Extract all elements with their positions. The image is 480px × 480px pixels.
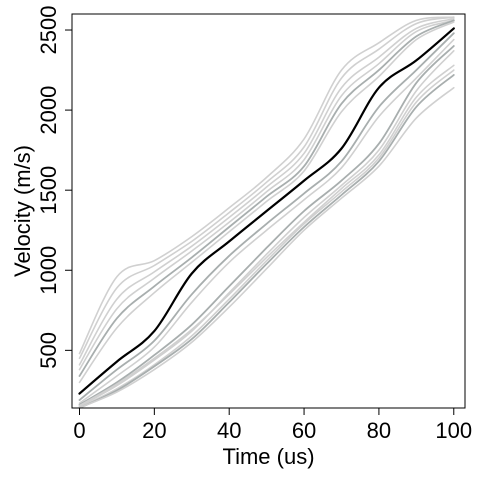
series-line-4	[78, 18, 455, 366]
series-line-6	[78, 19, 455, 377]
x-tick-label: 100	[435, 418, 472, 443]
series-line-highlight	[78, 27, 455, 395]
x-tick-label: 60	[292, 418, 316, 443]
series-line-11	[78, 50, 455, 408]
y-tick-label: 1500	[36, 166, 61, 215]
y-tick-label: 500	[36, 332, 61, 369]
x-axis-title: Time (us)	[222, 444, 314, 469]
series-line-5	[78, 19, 455, 371]
series-line-14	[78, 74, 455, 409]
y-tick-label: 2000	[36, 86, 61, 135]
y-tick-label: 2500	[36, 6, 61, 55]
x-tick-label: 0	[73, 418, 85, 443]
x-axis: 0 20 40 60 80 100	[73, 408, 472, 443]
series-line-3	[78, 16, 455, 360]
x-tick-label: 40	[217, 418, 241, 443]
y-axis: 500 1000 1500 2000 2500	[36, 6, 72, 369]
series-line-10	[78, 45, 455, 406]
x-tick-label: 80	[367, 418, 391, 443]
series-group	[78, 16, 455, 409]
series-line-15	[78, 86, 455, 409]
series-line-7	[78, 21, 455, 384]
series-line-13	[78, 69, 455, 408]
x-tick-label: 20	[142, 418, 166, 443]
series-line-9	[78, 38, 455, 404]
series-line-12	[78, 64, 455, 407]
series-line-2	[78, 16, 455, 355]
y-axis-title: Velocity (m/s)	[10, 145, 35, 277]
plot-frame	[71, 13, 466, 409]
y-tick-label: 1000	[36, 246, 61, 295]
series-line-8	[78, 32, 455, 401]
